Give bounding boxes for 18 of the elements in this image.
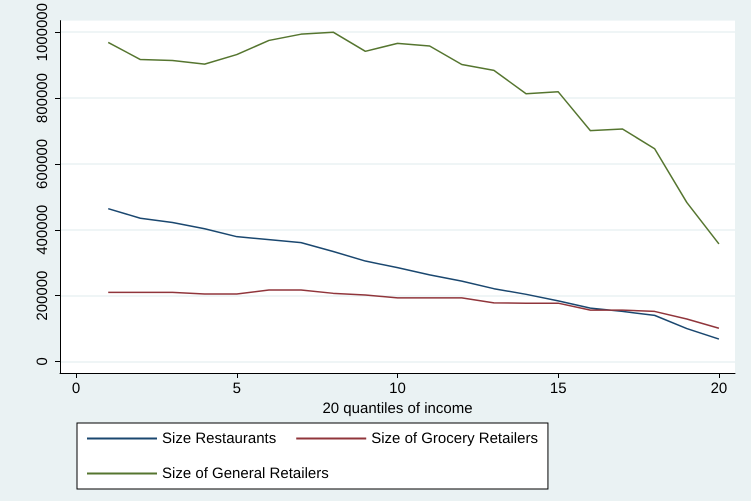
line-series [107, 289, 720, 329]
legend-label: Size of Grocery Retailers [371, 430, 538, 447]
y-tick-label: 800000 [34, 73, 51, 124]
x-axis-title: 20 quantiles of income [322, 400, 473, 417]
legend-label: Size Restaurants [162, 430, 276, 447]
y-tick-label: 1000000 [34, 2, 51, 62]
y-tick-label: 600000 [34, 138, 51, 189]
legend-label: Size of General Retailers [162, 465, 329, 482]
x-tick-label: 10 [389, 380, 406, 397]
x-tick-label: 5 [232, 380, 241, 397]
line-series [107, 31, 720, 245]
y-tick-label: 200000 [34, 270, 51, 321]
x-tick-label: 0 [72, 380, 80, 397]
x-tick-label: 15 [550, 380, 567, 397]
x-tick-label: 20 [710, 380, 728, 397]
y-tick-label: 0 [34, 357, 51, 366]
y-tick-label: 400000 [34, 204, 51, 255]
line-series [107, 208, 720, 340]
